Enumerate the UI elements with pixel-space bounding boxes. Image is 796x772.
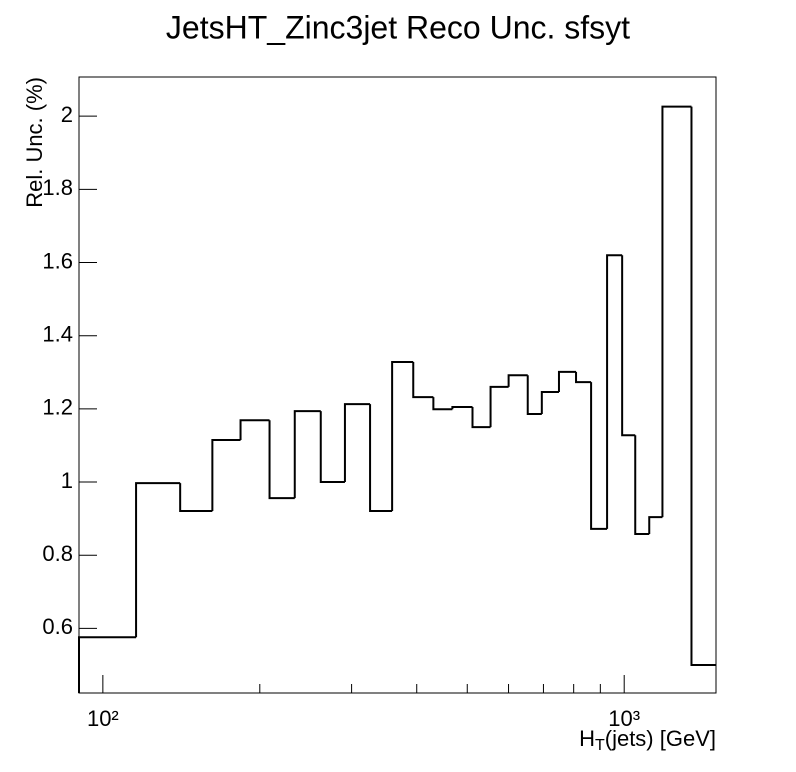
- plot-frame: [78, 76, 717, 694]
- y-tick-label: 2: [61, 102, 73, 127]
- histogram-bin: [239, 419, 270, 440]
- histogram-bin: [690, 106, 716, 667]
- x-label-rest: (jets) [GeV]: [605, 726, 716, 751]
- x-tick-label: 10²: [87, 706, 119, 731]
- histogram-bin: [606, 254, 623, 529]
- histogram-bin: [590, 382, 608, 530]
- chart-title: JetsHT_Zinc3jet Reco Unc. sfsyt: [166, 9, 630, 45]
- x-tick-label: 10³: [608, 706, 640, 731]
- histogram-bin: [540, 391, 559, 414]
- histogram-bin: [489, 385, 509, 428]
- histogram-bin: [471, 407, 491, 429]
- histogram-bin: [526, 375, 542, 415]
- histogram-bin: [179, 483, 213, 512]
- x-label-main: H: [579, 726, 595, 751]
- y-tick-label: 0.8: [42, 541, 73, 566]
- histogram-bin: [507, 374, 528, 387]
- histogram-bin: [369, 404, 393, 512]
- histogram-bin: [412, 362, 434, 399]
- histogram-bin: [78, 636, 137, 693]
- histogram-bin: [293, 410, 321, 499]
- x-label-sub: T: [595, 737, 605, 754]
- histogram-bin: [391, 361, 414, 511]
- y-tick-label: 1.4: [42, 322, 73, 347]
- y-axis-label: Rel. Unc. (%): [22, 77, 47, 208]
- histogram-bin: [661, 105, 692, 518]
- y-tick-label: 1.6: [42, 248, 73, 273]
- y-tick-label: 1: [61, 468, 73, 493]
- y-tick-label: 1.8: [42, 175, 73, 200]
- histogram-bin: [319, 411, 345, 484]
- histogram-bin: [211, 438, 241, 511]
- histogram-bin: [621, 255, 636, 437]
- histogram-bin: [648, 516, 663, 535]
- histogram-bin: [268, 420, 295, 500]
- x-axis-label: HT(jets) [GeV]: [579, 726, 716, 754]
- histogram-bin: [135, 482, 181, 638]
- y-tick-label: 0.6: [42, 614, 73, 639]
- histogram-bin: [634, 435, 650, 536]
- histogram-bin: [557, 370, 577, 393]
- histogram-bin: [451, 406, 473, 410]
- histogram-bin: [432, 397, 453, 411]
- y-tick-label: 1.2: [42, 395, 73, 420]
- histogram-bin: [343, 403, 371, 483]
- histogram-bin: [575, 371, 592, 384]
